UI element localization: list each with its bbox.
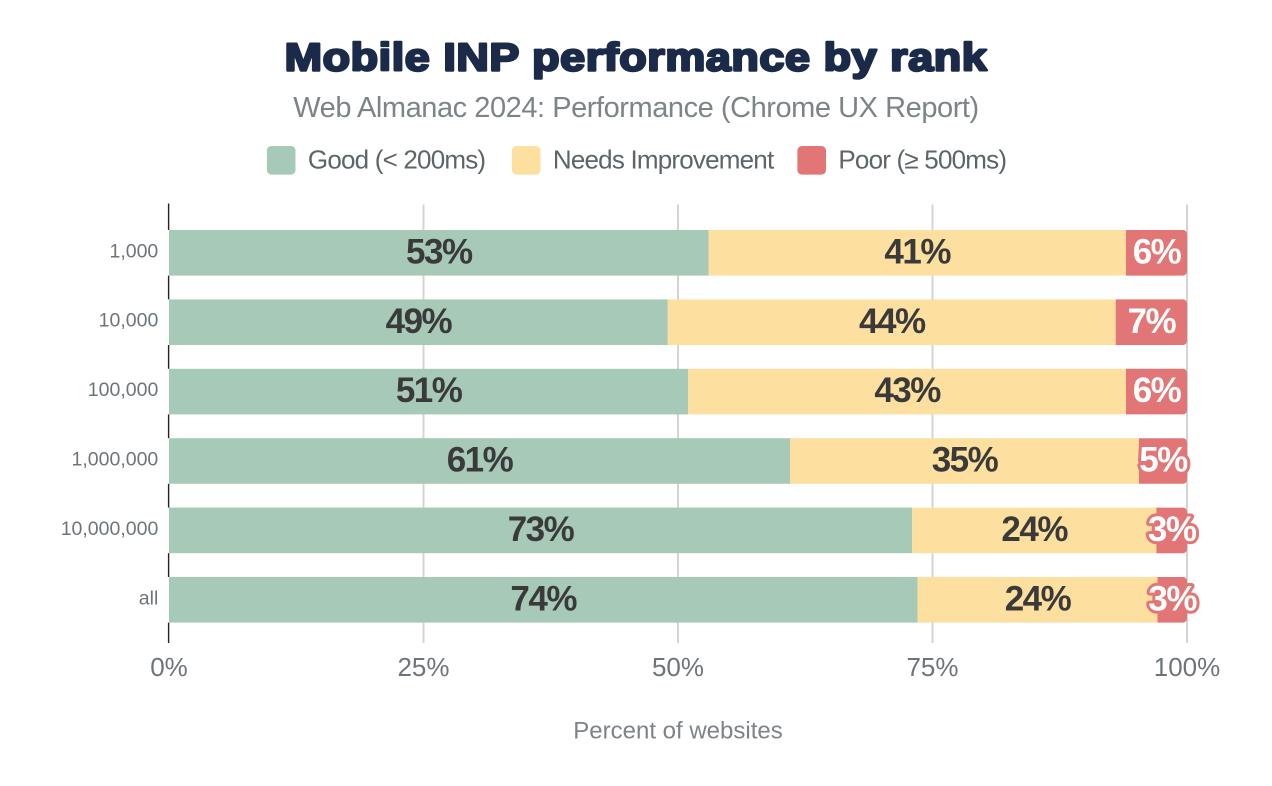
svg-text:43%: 43%	[874, 371, 941, 410]
svg-text:1,000,000: 1,000,000	[72, 449, 159, 471]
svg-text:Web Almanac 2024: Performance: Web Almanac 2024: Performance (Chrome UX…	[293, 92, 978, 124]
svg-text:100,000: 100,000	[88, 379, 159, 401]
svg-text:41%: 41%	[884, 232, 951, 271]
svg-text:49%: 49%	[386, 302, 453, 341]
svg-text:3%: 3%	[1148, 510, 1197, 549]
svg-text:61%: 61%	[447, 441, 514, 480]
svg-text:74%: 74%	[510, 579, 577, 618]
svg-text:all: all	[139, 587, 159, 609]
svg-text:10,000: 10,000	[99, 310, 159, 332]
svg-text:3%: 3%	[1148, 579, 1197, 618]
svg-text:75%: 75%	[906, 652, 958, 682]
svg-text:6%: 6%	[1133, 232, 1182, 271]
svg-text:0%: 0%	[150, 652, 188, 682]
svg-text:24%: 24%	[1005, 579, 1072, 618]
svg-text:100%: 100%	[1154, 652, 1221, 682]
svg-text:53%: 53%	[406, 232, 473, 271]
svg-text:7%: 7%	[1128, 302, 1177, 341]
svg-text:Percent of websites: Percent of websites	[573, 718, 782, 745]
svg-text:73%: 73%	[508, 510, 575, 549]
svg-text:6%: 6%	[1133, 371, 1182, 410]
svg-text:Mobile INP performance by rank: Mobile INP performance by rank	[285, 35, 988, 79]
svg-text:51%: 51%	[396, 371, 463, 410]
svg-text:Needs Improvement: Needs Improvement	[553, 145, 775, 175]
svg-text:Poor (≥ 500ms): Poor (≥ 500ms)	[838, 145, 1006, 175]
svg-text:1,000: 1,000	[109, 240, 158, 262]
svg-text:5%: 5%	[1139, 441, 1188, 480]
svg-text:50%: 50%	[652, 652, 704, 682]
svg-text:Good (< 200ms): Good (< 200ms)	[308, 145, 486, 175]
svg-text:25%: 25%	[397, 652, 449, 682]
svg-text:24%: 24%	[1001, 510, 1068, 549]
svg-text:44%: 44%	[859, 302, 926, 341]
svg-text:35%: 35%	[932, 441, 999, 480]
svg-text:10,000,000: 10,000,000	[61, 518, 159, 540]
